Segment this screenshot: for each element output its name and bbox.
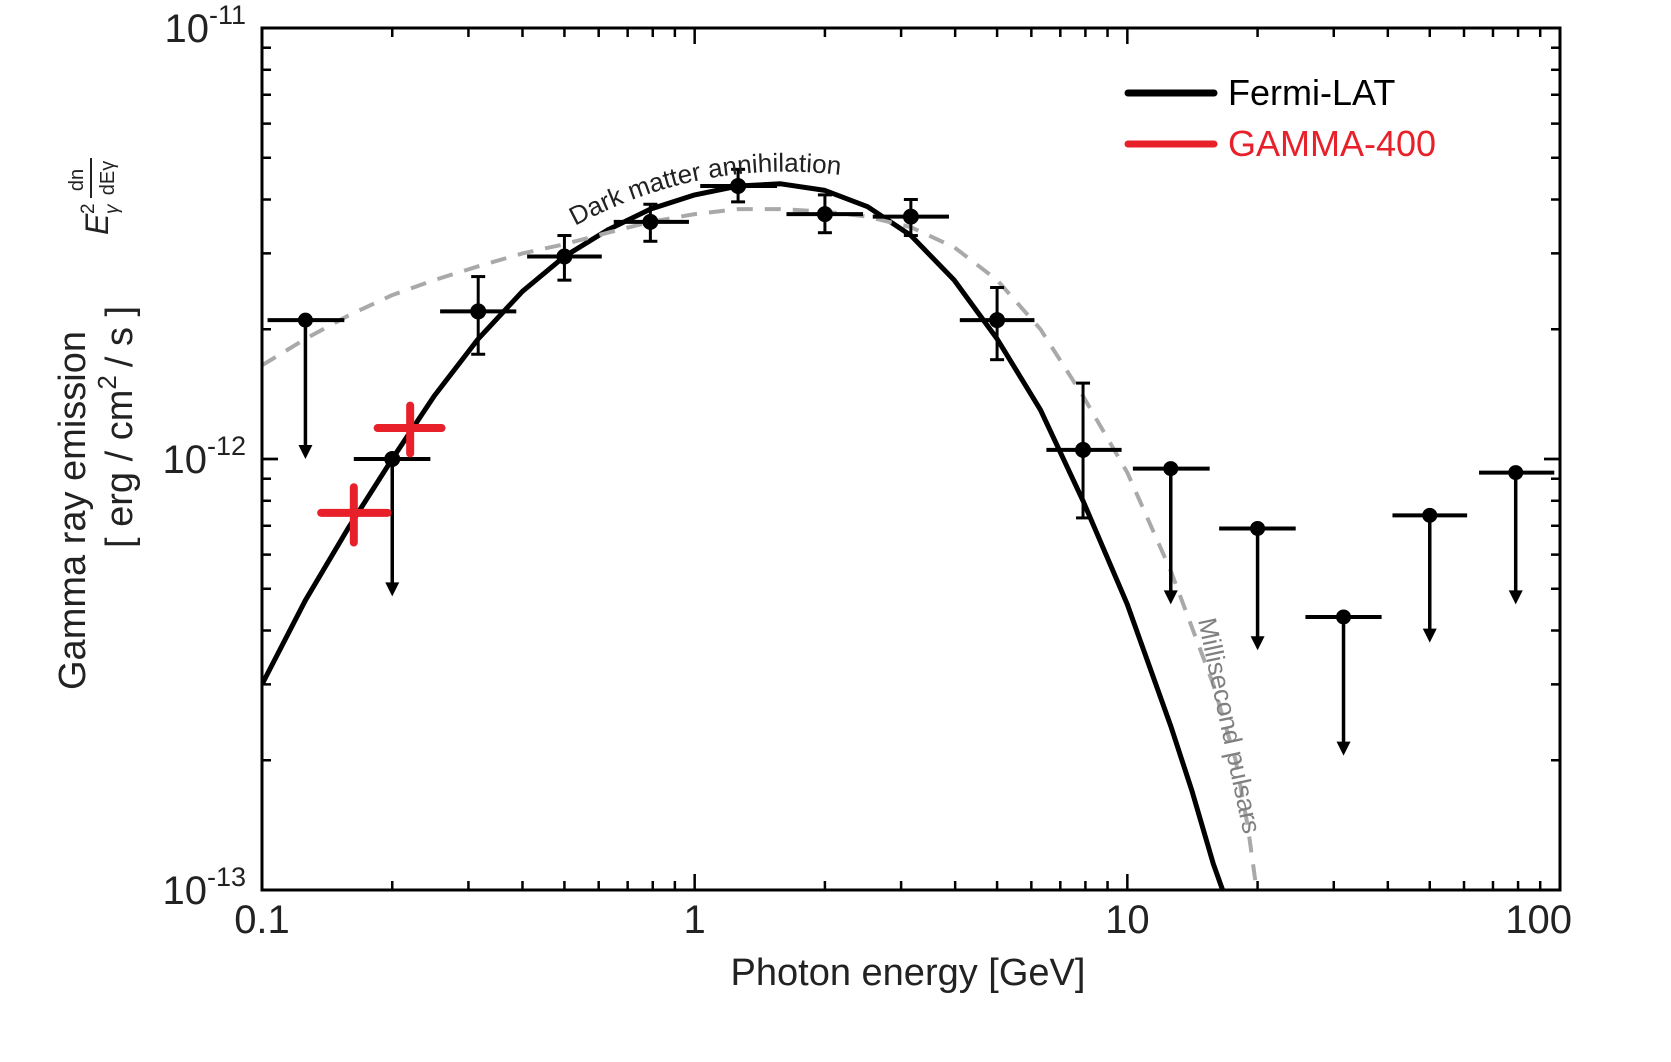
fermi-lat-point: [786, 193, 864, 235]
upper-limit-arrow-head: [1250, 636, 1265, 651]
y-tick-exponent: -13: [207, 862, 246, 892]
fermi-lat-point: [1046, 381, 1122, 520]
y-axis-unit-suffix: / s ]: [99, 306, 141, 367]
fermi-lat-marker: [902, 208, 919, 225]
y-axis-formula: E 2 γ dn dEγ: [66, 158, 123, 235]
upper-limit: [267, 312, 345, 459]
upper-limit-marker: [1508, 465, 1524, 481]
fermi-lat-marker: [816, 206, 833, 223]
x-tick-labels: 0.1 1 10 100: [234, 898, 1572, 942]
svg-text:dEγ: dEγ: [97, 161, 119, 195]
upper-limit: [1392, 507, 1468, 643]
fermi-lat-marker: [1075, 441, 1092, 458]
fermi-lat-marker: [989, 312, 1006, 329]
upper-limit-marker: [1250, 520, 1266, 536]
fermi-lat-point: [527, 234, 602, 282]
svg-text:dn: dn: [66, 169, 88, 191]
fermi-lat-point: [700, 167, 778, 204]
y-tick-base: 10: [164, 7, 209, 51]
upper-limit-arrow-head: [1163, 590, 1178, 605]
x-tick-label: 10: [1105, 898, 1150, 942]
x-tick-label: 100: [1505, 898, 1572, 942]
gamma-400-point: [317, 483, 392, 547]
y-axis-title-line1: Gamma ray emission: [52, 331, 94, 690]
upper-limit-arrow-head: [298, 445, 313, 459]
model-curves: [262, 181, 1259, 890]
legend: Fermi-LAT GAMMA-400: [1124, 72, 1436, 164]
upper-limit: [1132, 461, 1210, 605]
upper-limit-arrow-head: [1422, 628, 1437, 643]
fermi-lat-marker: [730, 177, 747, 194]
gamma-400-point: [373, 401, 446, 458]
fermi-lat-point: [872, 198, 949, 238]
y-tick-base: 10: [162, 869, 207, 913]
upper-limit-arrow-head: [385, 582, 400, 597]
fermi-lat-marker: [470, 303, 487, 320]
upper-limit: [1219, 520, 1296, 651]
fermi-lat-point: [959, 285, 1035, 362]
upper-limit: [1305, 609, 1382, 756]
upper-limit-arrow-head: [1336, 741, 1351, 756]
dark-matter-curve: [262, 181, 1225, 890]
y-tick-base: 10: [162, 438, 207, 482]
upper-limit: [1479, 465, 1555, 605]
y-axis-unit-prefix: [ erg / cm: [99, 390, 141, 548]
y-tick-label: 10-13: [162, 862, 246, 913]
svg-text:2: 2: [78, 203, 99, 214]
plot-frame: [260, 26, 1562, 892]
upper-limit-marker: [1422, 507, 1438, 523]
y-tick-exponent: -11: [209, 0, 246, 30]
upper-limit-marker: [384, 451, 400, 467]
x-tick-label: 0.1: [234, 898, 290, 942]
x-tick-label: 1: [684, 898, 706, 942]
legend-label-gamma-400: GAMMA-400: [1228, 123, 1436, 164]
y-axis-title: Gamma ray emission [ erg / cm2/ s ] E 2 …: [52, 158, 141, 690]
fermi-lat-marker: [556, 248, 573, 265]
fermi-lat-marker: [642, 213, 659, 230]
x-axis-title: Photon energy [GeV]: [731, 952, 1086, 994]
svg-text:E: E: [79, 213, 115, 235]
svg-text:γ: γ: [102, 203, 123, 214]
upper-limit: [384, 451, 400, 597]
y-axis-title-line2: [ erg / cm2 / s ]: [92, 306, 141, 548]
upper-limit-marker: [297, 312, 313, 328]
upper-limit-arrow-head: [1508, 590, 1523, 605]
y-tick-exponent: -12: [207, 431, 246, 461]
y-axis-unit-sup: 2: [92, 375, 122, 389]
upper-limit-marker: [1163, 461, 1179, 477]
data-points: [267, 167, 1555, 756]
y-tick-label: 10-12: [162, 431, 246, 482]
fermi-lat-point: [440, 275, 517, 356]
y-tick-label: 10-11: [164, 0, 246, 51]
millisecond-pulsars-curve: [262, 207, 1259, 890]
legend-label-fermi-lat: Fermi-LAT: [1228, 72, 1395, 113]
upper-limit-marker: [1336, 609, 1352, 625]
fermi-lat-point: [613, 202, 689, 243]
